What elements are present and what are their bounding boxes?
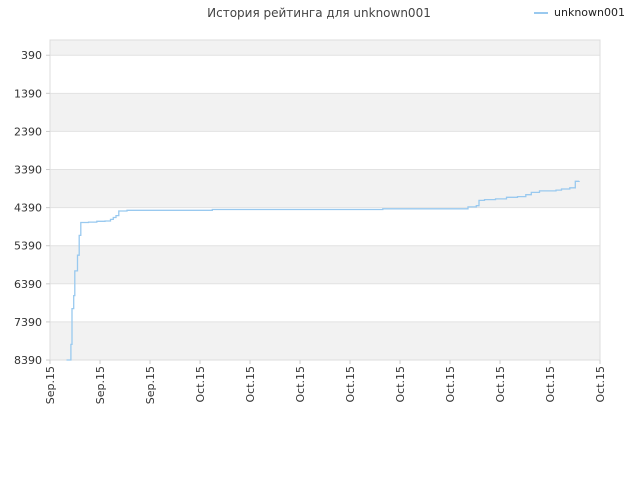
plot-band: [50, 245, 600, 284]
x-tick-label: Oct.15: [444, 366, 457, 403]
x-tick-label: Oct.15: [394, 366, 407, 403]
series-line: [66, 180, 580, 361]
plot-band: [50, 93, 600, 132]
plot-band: [50, 55, 600, 94]
plot-band: [50, 131, 600, 170]
plot-background: [50, 40, 600, 360]
plot-band: [50, 207, 600, 246]
x-tick-label: Oct.15: [544, 366, 557, 403]
series-layer: [66, 180, 580, 361]
y-tick-label: 5390: [14, 240, 42, 253]
x-tick-label: Oct.15: [194, 366, 207, 403]
y-tick-label: 6390: [14, 278, 42, 291]
x-tick-label: Oct.15: [344, 366, 357, 403]
plot-band: [50, 169, 600, 208]
legend-label: unknown001: [554, 6, 625, 19]
y-tick-label: 2390: [14, 125, 42, 138]
y-tick-label: 8390: [14, 354, 42, 367]
x-tick-label: Oct.15: [594, 366, 607, 403]
x-tick-label: Oct.15: [244, 366, 257, 403]
x-tick-label: Sep.15: [94, 366, 107, 404]
x-tick-label: Sep.15: [44, 366, 57, 404]
chart-title: История рейтинга для unknown001: [207, 6, 431, 20]
y-axis: 390 1390 2390 3390 4390 5390 6390 7390 8390: [14, 49, 50, 367]
x-tick-label: Oct.15: [294, 366, 307, 403]
y-tick-label: 3390: [14, 164, 42, 177]
plot-band: [50, 321, 600, 360]
plot-frame: [49, 39, 601, 361]
plot-band: [50, 283, 600, 322]
y-tick-label: 390: [21, 49, 42, 62]
y-tick-label: 7390: [14, 316, 42, 329]
y-tick-label: 1390: [14, 87, 42, 100]
x-axis: Sep.15 Sep.15 Sep.15 Oct.15 Oct.15 Oct.15 Oct.…: [44, 360, 607, 404]
y-tick-label: 4390: [14, 202, 42, 215]
x-tick-label: Oct.15: [494, 366, 507, 403]
plot-band: [50, 40, 600, 56]
legend: unknown001: [534, 6, 625, 19]
x-tick-label: Sep.15: [144, 366, 157, 404]
